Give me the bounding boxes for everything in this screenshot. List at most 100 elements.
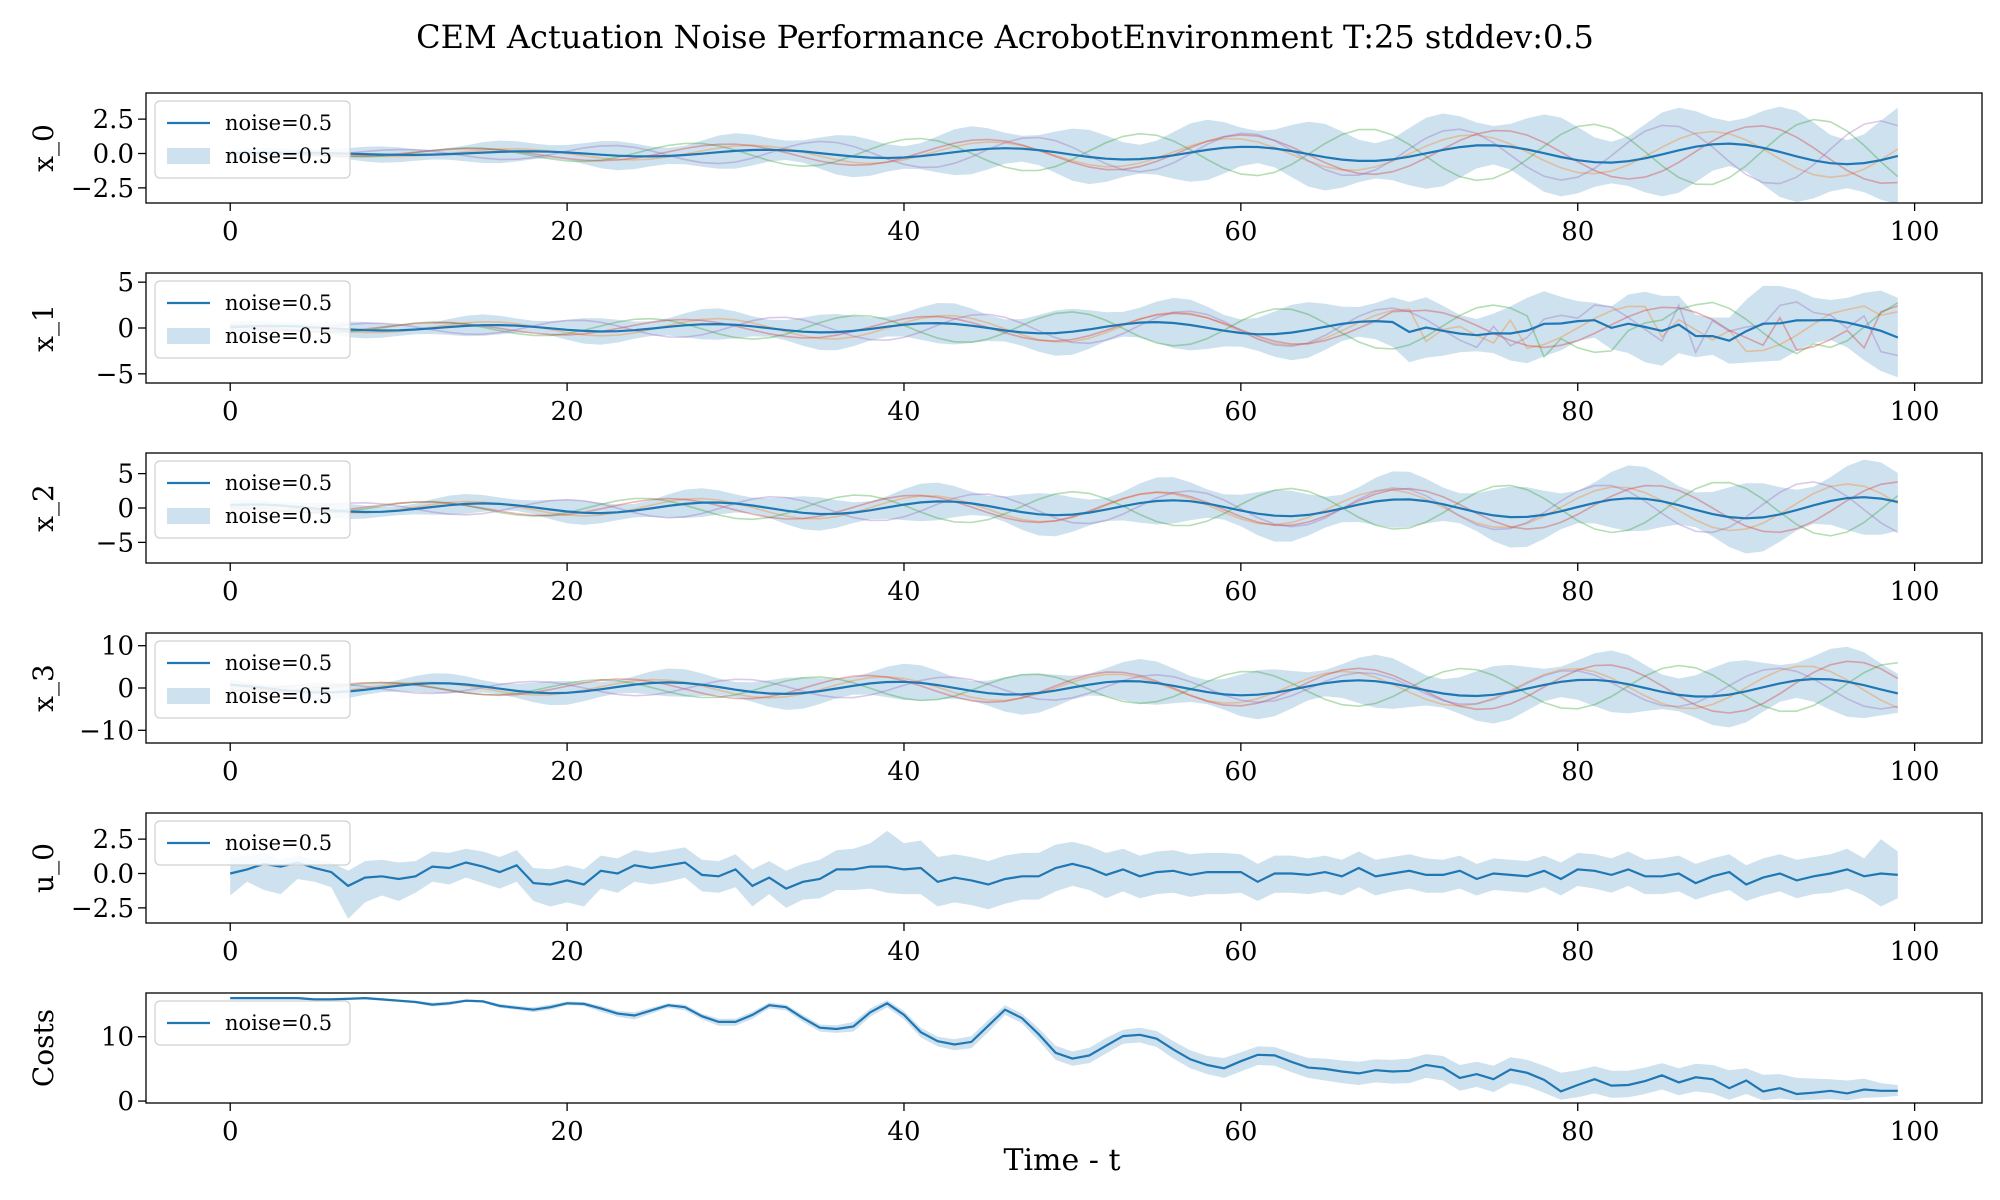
rollout-trace-0 bbox=[230, 305, 1898, 353]
y-tick-label: −2.5 bbox=[71, 174, 134, 204]
legend-box bbox=[154, 820, 351, 866]
legend: noise=0.5 noise=0.5 bbox=[154, 100, 351, 179]
legend-label-line: noise=0.5 bbox=[225, 111, 332, 135]
rollout-trace-2 bbox=[230, 305, 1899, 352]
y-axis-label: u_0 bbox=[27, 843, 60, 893]
y-tick-label: 10 bbox=[101, 632, 134, 662]
mean-series-line bbox=[230, 996, 1898, 1096]
plot-area bbox=[229, 830, 1898, 919]
x-tick-label: 60 bbox=[1224, 217, 1257, 247]
y-tick-label: 0.0 bbox=[93, 140, 134, 170]
x-tick-label: 100 bbox=[1890, 397, 1940, 427]
confidence-band bbox=[230, 646, 1898, 728]
y-axis-label: x_3 bbox=[27, 664, 60, 712]
x-axis-label: Time - t bbox=[1003, 1143, 1120, 1178]
subplot-4: 2.5 0.0 −2.5 0 20 40 60 80 100 u_0 noise=0.5 bbox=[27, 812, 1983, 967]
y-tick-label: 0 bbox=[117, 674, 134, 704]
y-tick-label: −5 bbox=[96, 360, 134, 390]
plot-frame bbox=[145, 992, 1983, 1104]
x-tick-label: 40 bbox=[887, 1117, 920, 1147]
x-tick-label: 0 bbox=[222, 397, 239, 427]
x-tick-label: 20 bbox=[551, 937, 584, 967]
legend-label-band: noise=0.5 bbox=[225, 684, 332, 708]
y-tick-label: 0 bbox=[117, 1087, 134, 1117]
plot-frame bbox=[145, 92, 1983, 204]
subplot-stack: 2.50.0−2.50 20 40 60 80 100x_0noise=0.5noise=… bbox=[27, 92, 1983, 1147]
x-tick-label: 40 bbox=[887, 397, 920, 427]
confidence-band bbox=[230, 106, 1898, 203]
mean-series-line bbox=[230, 496, 1899, 520]
x-tick-label: 80 bbox=[1561, 217, 1594, 247]
mean-series-line bbox=[230, 142, 1899, 166]
legend-band-swatch bbox=[167, 148, 210, 164]
legend-band-swatch bbox=[167, 688, 210, 704]
x-tick-label: 100 bbox=[1890, 217, 1940, 247]
x-tick-label: 60 bbox=[1224, 757, 1257, 787]
legend: noise=0.5 noise=0.5 bbox=[154, 280, 351, 359]
y-tick-label: 2.5 bbox=[93, 105, 134, 135]
rollout-trace-2 bbox=[230, 660, 1899, 714]
legend-box bbox=[154, 1000, 351, 1046]
rollout-trace-3 bbox=[230, 120, 1899, 185]
plot-area bbox=[230, 646, 1899, 728]
x-tick-label: 60 bbox=[1224, 397, 1257, 427]
x-tick-label: 80 bbox=[1561, 937, 1594, 967]
x-tick-label: 40 bbox=[887, 937, 920, 967]
x-tick-label: 60 bbox=[1224, 1117, 1257, 1147]
rollout-trace-0 bbox=[230, 130, 1899, 179]
legend: noise=0.5 bbox=[154, 1000, 351, 1046]
y-tick-label: 0 bbox=[117, 314, 134, 344]
y-tick-label: −5 bbox=[96, 528, 134, 558]
x-tick-label: 20 bbox=[551, 1117, 584, 1147]
x-tick-label: 0 bbox=[222, 757, 239, 787]
mean-series-line bbox=[229, 861, 1898, 890]
x-tick-label: 80 bbox=[1561, 577, 1594, 607]
subplot-0: 2.50.0−2.50 20 40 60 80 100x_0noise=0.5noise=… bbox=[27, 92, 1983, 247]
x-tick-label: 0 bbox=[222, 1117, 239, 1147]
confidence-band bbox=[230, 459, 1898, 554]
y-axis-label: x_2 bbox=[27, 484, 60, 532]
y-axis-label: Costs bbox=[27, 1009, 60, 1087]
rollout-trace-1 bbox=[230, 661, 1898, 713]
mean-series-line bbox=[230, 677, 1899, 698]
y-tick-label: 5 bbox=[117, 460, 134, 490]
x-tick-label: 100 bbox=[1890, 757, 1940, 787]
legend: noise=0.5 noise=0.5 bbox=[154, 640, 351, 719]
y-tick-label: −2.5 bbox=[71, 894, 134, 924]
x-tick-label: 40 bbox=[887, 577, 920, 607]
x-tick-label: 60 bbox=[1224, 937, 1257, 967]
rollout-trace-3 bbox=[230, 481, 1899, 534]
y-tick-label: 0.0 bbox=[93, 860, 134, 890]
x-tick-label: 0 bbox=[222, 217, 239, 247]
x-tick-label: 20 bbox=[551, 397, 584, 427]
mean-series-line bbox=[230, 318, 1899, 342]
legend: noise=0.5 bbox=[154, 820, 351, 866]
plot-area bbox=[230, 285, 1899, 378]
subplot-1: 5 0 −5 0 20 40 60 80 100 x_1 noise=0.5 noise=0.5 bbox=[27, 268, 1983, 427]
x-tick-label: 100 bbox=[1890, 577, 1940, 607]
legend-label-band: noise=0.5 bbox=[225, 504, 332, 528]
legend-label-band: noise=0.5 bbox=[225, 144, 332, 168]
y-axis-label: x_0 bbox=[27, 124, 60, 172]
chart-title: CEM Actuation Noise Performance AcrobotE… bbox=[416, 18, 1594, 56]
x-tick-label: 60 bbox=[1224, 577, 1257, 607]
legend-label-line: noise=0.5 bbox=[225, 651, 332, 675]
legend-label-line: noise=0.5 bbox=[225, 1011, 332, 1035]
rollout-trace-3 bbox=[230, 301, 1898, 357]
x-tick-label: 40 bbox=[887, 757, 920, 787]
x-tick-label: 100 bbox=[1890, 1117, 1940, 1147]
rollout-trace-2 bbox=[230, 481, 1898, 534]
x-tick-label: 0 bbox=[222, 937, 239, 967]
plot-area bbox=[230, 996, 1898, 1101]
rollout-trace-1 bbox=[230, 481, 1899, 537]
legend-label-line: noise=0.5 bbox=[225, 471, 332, 495]
plot-frame bbox=[145, 812, 1983, 924]
y-tick-label: 5 bbox=[117, 268, 134, 298]
y-tick-label: −10 bbox=[79, 716, 134, 746]
plot-area bbox=[230, 459, 1899, 554]
x-tick-label: 80 bbox=[1561, 1117, 1594, 1147]
x-tick-label: 80 bbox=[1561, 757, 1594, 787]
